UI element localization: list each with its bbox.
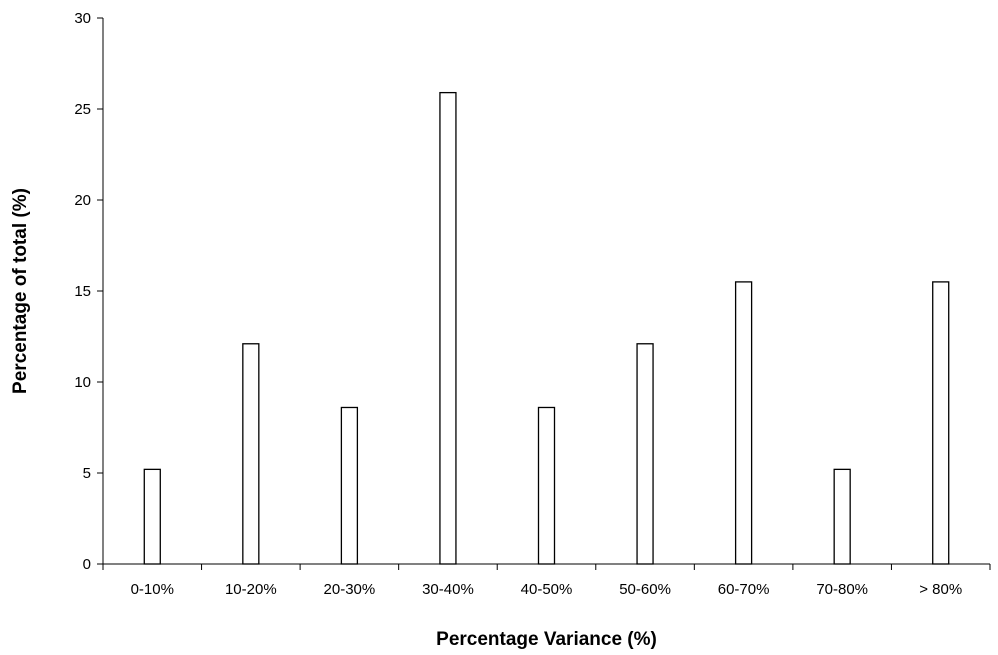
y-tick-label: 5 bbox=[83, 465, 91, 482]
x-axis-ticks: 0-10% 10-20% 20-30% 30-40% 40-50% 50-60% 60-70… bbox=[102, 564, 991, 598]
bar bbox=[143, 468, 161, 565]
x-tick-label: 30-40% bbox=[422, 581, 474, 598]
bar bbox=[242, 343, 260, 565]
bar bbox=[537, 406, 556, 565]
y-tick-label: 20 bbox=[74, 192, 91, 209]
x-tick-label: 20-30% bbox=[324, 581, 376, 598]
x-tick-label: 60-70% bbox=[718, 581, 770, 598]
x-tick-label: 0-10% bbox=[131, 581, 174, 598]
bar bbox=[340, 406, 359, 565]
x-tick-label: > 80% bbox=[919, 581, 962, 598]
bar bbox=[636, 343, 654, 565]
y-tick-label: 30 bbox=[74, 10, 91, 27]
x-tick-label: 50-60% bbox=[619, 581, 671, 598]
x-tick-label: 40-50% bbox=[521, 581, 573, 598]
y-tick-label: 10 bbox=[74, 374, 91, 391]
bar bbox=[734, 281, 753, 565]
bar bbox=[833, 468, 851, 565]
bar bbox=[439, 91, 457, 565]
y-tick-label: 25 bbox=[74, 101, 91, 118]
bars bbox=[143, 91, 950, 565]
x-axis-title: Percentage Variance (%) bbox=[436, 629, 657, 650]
y-axis-ticks: 0 5 10 15 20 25 30 bbox=[74, 10, 103, 573]
bar bbox=[932, 281, 950, 565]
x-tick-label: 10-20% bbox=[225, 581, 277, 598]
y-axis-title: Percentage of total (%) bbox=[10, 188, 31, 394]
y-tick-label: 15 bbox=[74, 283, 91, 300]
y-tick-label: 0 bbox=[83, 556, 91, 573]
x-tick-label: 70-80% bbox=[816, 581, 868, 598]
